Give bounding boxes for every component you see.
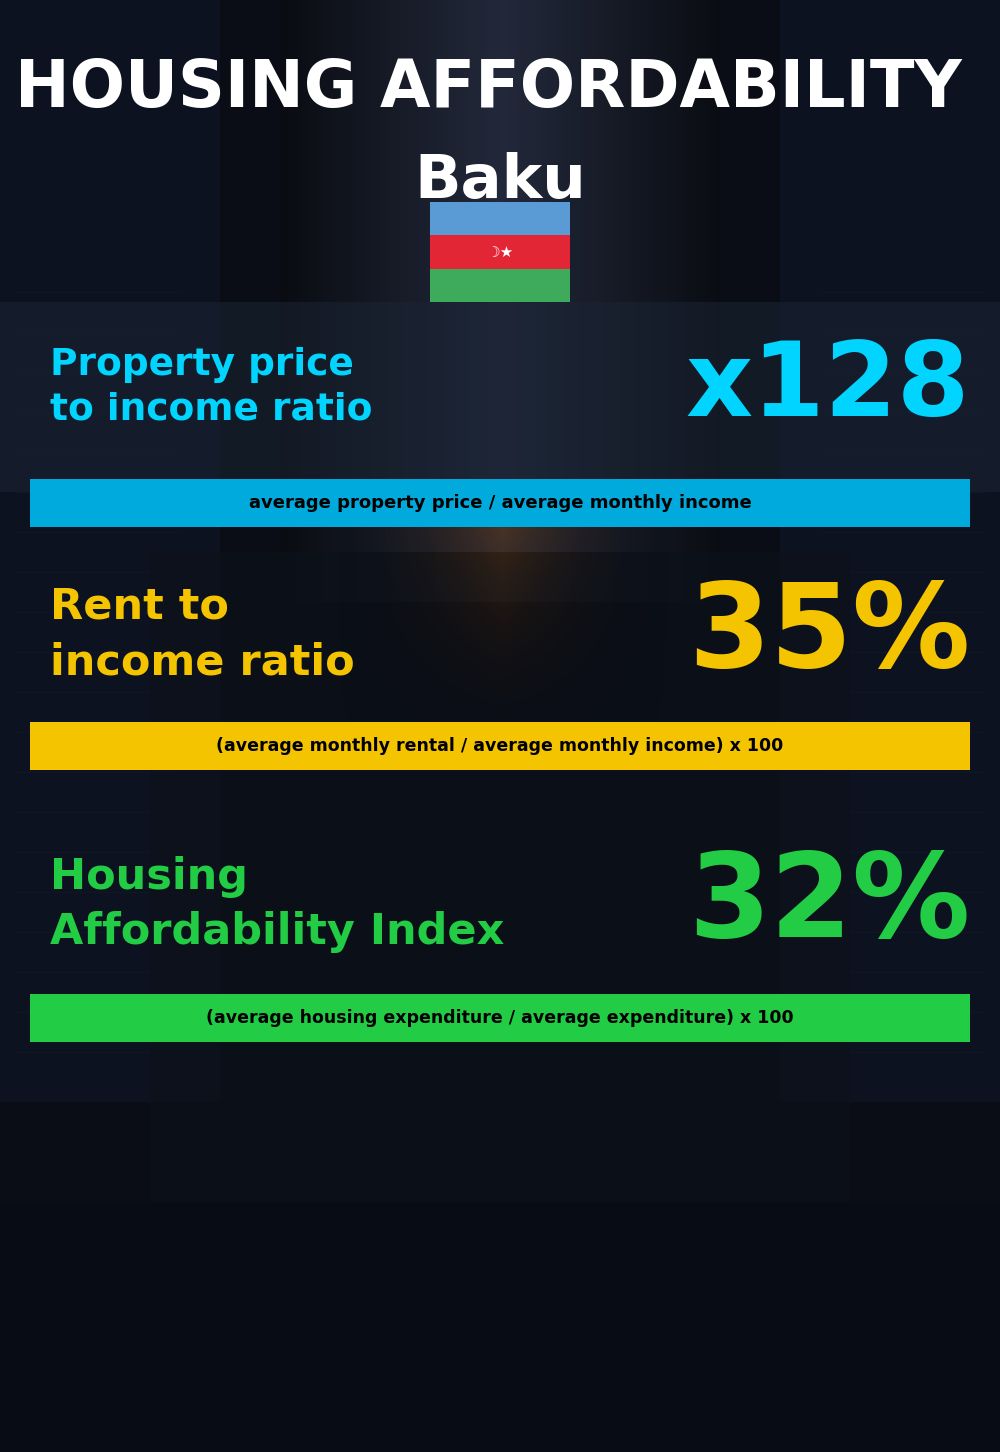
Bar — [720, 0, 1000, 1202]
Text: HOUSING AFFORDABILITY: HOUSING AFFORDABILITY — [15, 57, 962, 121]
Bar — [430, 235, 570, 269]
Text: ☽★: ☽★ — [486, 244, 514, 260]
Text: Baku: Baku — [414, 152, 586, 211]
Bar — [0, 302, 1000, 492]
Text: (average monthly rental / average monthly income) x 100: (average monthly rental / average monthl… — [216, 738, 784, 755]
Text: 32%: 32% — [688, 847, 970, 963]
Text: Housing
Affordability Index: Housing Affordability Index — [50, 855, 504, 953]
Text: Property price
to income ratio: Property price to income ratio — [50, 347, 372, 427]
Bar — [430, 269, 570, 302]
Bar — [30, 479, 970, 527]
Text: x128: x128 — [686, 337, 970, 437]
Bar — [430, 202, 570, 235]
Bar — [150, 552, 850, 1202]
Bar — [0, 0, 280, 1202]
Bar — [780, 0, 1000, 1102]
Bar — [0, 0, 220, 1102]
Text: 35%: 35% — [688, 576, 970, 693]
Text: (average housing expenditure / average expenditure) x 100: (average housing expenditure / average e… — [206, 1009, 794, 1027]
Bar — [30, 722, 970, 770]
Bar — [30, 995, 970, 1043]
Text: Rent to
income ratio: Rent to income ratio — [50, 587, 355, 682]
Text: average property price / average monthly income: average property price / average monthly… — [249, 494, 751, 513]
